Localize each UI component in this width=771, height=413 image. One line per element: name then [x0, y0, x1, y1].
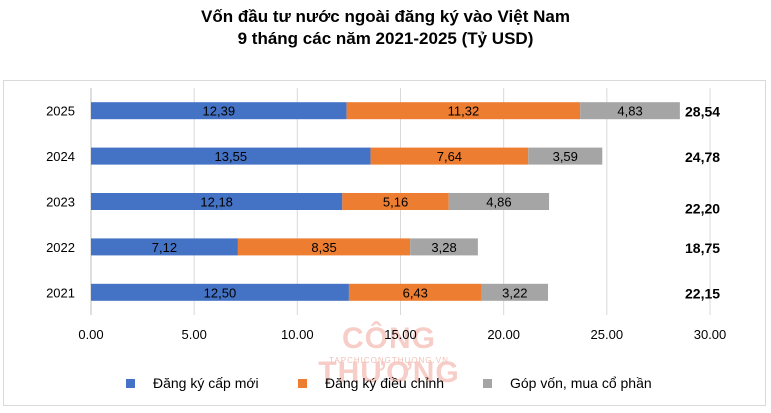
y-tick-label: 2022 [46, 240, 75, 255]
bar-segment [580, 102, 680, 120]
bar-segment [237, 238, 411, 256]
y-tick-label: 2023 [46, 195, 75, 210]
bar-segment [348, 283, 482, 301]
legend-swatch-adjusted [298, 378, 307, 388]
x-tick-label: 20.00 [487, 327, 520, 342]
data-label: 4,83 [617, 104, 642, 119]
x-tick-label: 15.00 [384, 327, 417, 342]
data-label: 13,55 [215, 149, 248, 164]
data-label: 12,18 [200, 195, 233, 210]
bar-segment [91, 147, 371, 165]
total-label: 22,15 [685, 285, 720, 301]
watermark-subtext: TAPCHICONGTHUONG.VN [329, 356, 449, 365]
y-tick-label: 2021 [46, 285, 75, 300]
data-label: 8,35 [311, 240, 336, 255]
chart-title-line-1: Vốn đầu tư nước ngoài đăng ký vào Việt N… [201, 7, 570, 26]
data-label: 5,16 [383, 195, 408, 210]
data-label: 3,22 [502, 285, 527, 300]
x-tick-label: 30.00 [694, 327, 727, 342]
legend-label-adjusted: Đăng ký điều chỉnh [325, 375, 445, 391]
data-label: 3,28 [431, 240, 456, 255]
chart-title: Vốn đầu tư nước ngoài đăng ký vào Việt N… [0, 6, 771, 50]
legend-label-new: Đăng ký cấp mới [153, 375, 259, 391]
chart-frame [3, 80, 766, 406]
watermark-text: CÔNG THƯƠNG [318, 322, 460, 389]
total-label: 24,78 [685, 149, 720, 165]
legend-swatch-new [126, 378, 135, 388]
data-label: 12,50 [204, 285, 237, 300]
bar-segment [91, 102, 347, 120]
bar-segment [91, 193, 343, 210]
chart-title-line-2: 9 tháng các năm 2021-2025 (Tỷ USD) [237, 29, 534, 48]
x-tick-label: 10.00 [281, 327, 314, 342]
bar-segment [528, 147, 603, 165]
data-label: 7,64 [437, 149, 462, 164]
x-tick-label: 25.00 [591, 327, 624, 342]
x-tick-label: 0.00 [78, 327, 103, 342]
data-label: 7,12 [152, 240, 177, 255]
bar-segment [346, 102, 581, 120]
legend-swatch-equity [483, 378, 492, 388]
legend-item-equity: Góp vốn, mua cổ phần [483, 375, 652, 391]
total-label: 22,20 [685, 201, 720, 217]
bar-segment [91, 283, 349, 301]
bar-segment [448, 193, 550, 210]
y-tick-label: 2025 [46, 104, 75, 119]
legend-item-new: Đăng ký cấp mới [126, 375, 259, 391]
data-label: 3,59 [553, 149, 578, 164]
total-label: 28,54 [685, 104, 720, 120]
data-label: 12,39 [203, 104, 236, 119]
bar-segment [370, 147, 529, 165]
watermark-logo: CÔNG THƯƠNG TAPCHICONGTHUONG.VN [296, 322, 482, 389]
data-label: 4,86 [486, 195, 511, 210]
bar-segment [410, 238, 478, 256]
y-tick-label: 2024 [46, 149, 75, 164]
bar-segment [342, 193, 449, 210]
data-label: 6,43 [403, 285, 428, 300]
legend-label-equity: Góp vốn, mua cổ phần [510, 375, 652, 391]
bar-segment [481, 283, 549, 301]
bar-segment [91, 238, 238, 256]
total-label: 18,75 [685, 240, 720, 256]
x-tick-label: 5.00 [182, 327, 207, 342]
data-label: 11,32 [448, 104, 480, 119]
chart-legend: Đăng ký cấp mới Đăng ký điều chỉnh Góp v… [0, 372, 771, 394]
legend-item-adjusted: Đăng ký điều chỉnh [298, 375, 444, 391]
